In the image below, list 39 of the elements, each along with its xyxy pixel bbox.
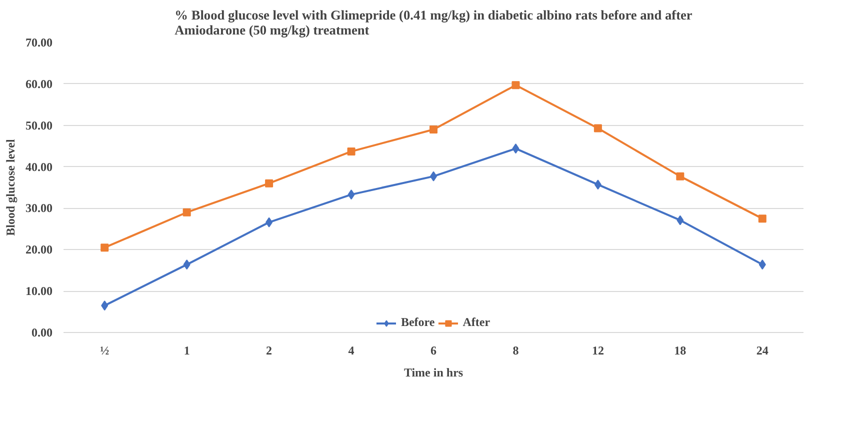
point (266, 217, 273, 228)
x-tick-label: 2 (266, 344, 272, 358)
x-tick-label: 18 (674, 344, 686, 358)
point (100, 244, 109, 252)
chart-title: % Blood glucose level with Glimepride (0.41 mg/kg) in diabetic albino rats before and after Amiodarone (50 mg/kg) treatment (174, 8, 692, 38)
point (430, 126, 438, 134)
x-tick-label: 4 (348, 344, 354, 358)
point (265, 179, 274, 188)
y-tick-label: 30.00 (26, 201, 52, 216)
x-tick-label: 6 (430, 344, 436, 358)
legend-label: Before (400, 315, 435, 330)
point (758, 214, 766, 223)
point (101, 300, 108, 311)
point (512, 81, 520, 90)
y-tick-label: 70.00 (26, 36, 52, 50)
y-tick-label: 20.00 (26, 242, 52, 257)
point (594, 180, 602, 190)
legend-label: After (462, 315, 490, 330)
point (347, 147, 356, 156)
y-tick-label: 10.00 (26, 284, 52, 298)
x-tick-label: 12 (592, 344, 604, 358)
y-tick-label: 40.00 (26, 160, 52, 174)
point (182, 208, 191, 216)
point (512, 144, 520, 154)
x-tick-label: 8 (512, 344, 519, 358)
x-tick-label: 24 (756, 344, 768, 358)
y-axis-title: Blood glucose level (4, 138, 18, 236)
x-axis-title: Time in hrs (404, 366, 464, 380)
x-tick-label: ½ (100, 344, 110, 358)
x-tick-label: 1 (184, 344, 190, 358)
point (676, 172, 684, 180)
point (594, 124, 602, 132)
y-tick-label: 60.00 (26, 76, 52, 91)
point (758, 260, 766, 270)
point (676, 215, 684, 226)
y-tick-label: 0.00 (32, 326, 52, 340)
point (183, 260, 190, 270)
y-tick-label: 50.00 (26, 118, 52, 132)
point (348, 190, 355, 200)
